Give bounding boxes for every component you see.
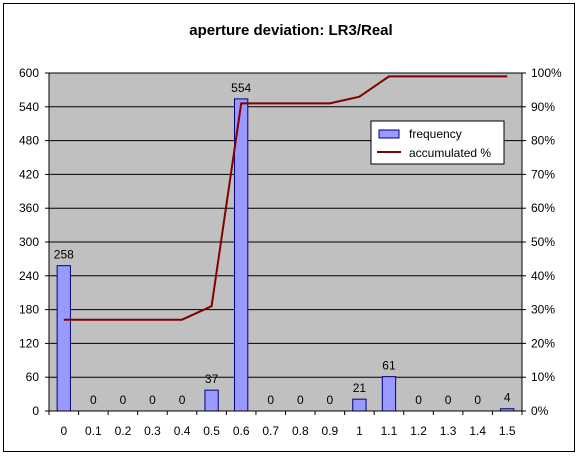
data-label-0.8: 0 [297,393,304,407]
x-axis-ticks: 0 0.1 0.2 0.3 0.4 0.5 0.6 0.7 0.8 0.9 1 1.1 1.2 1.3 1.… [48,411,523,438]
x-tick-label: 0.8 [292,424,309,438]
x-tick-label: 1.3 [440,424,457,438]
data-label-0.2: 0 [120,393,127,407]
gridlines [49,72,522,378]
chart-frame: aperture deviation: LR3/Real 258 0 0 0 0 37 55… [3,3,575,452]
left-axis-ticks: 0 60 120 180 240 300 360 420 480 540 600 [19,66,49,418]
x-tick-label: 0.5 [203,424,220,438]
data-label-0.3: 0 [149,393,156,407]
right-tick-label: 70% [531,167,555,181]
legend: frequency accumulated % [370,120,505,165]
line-series [63,75,508,321]
left-tick-label: 600 [19,66,39,80]
left-tick-label: 0 [32,404,39,418]
bar-1 [352,398,367,412]
left-tick-label: 180 [19,303,39,317]
legend-label-frequency: frequency [409,127,462,141]
right-tick-label: 60% [531,201,555,215]
data-label-1.3: 0 [445,393,452,407]
x-tick-label: 0.6 [233,424,250,438]
data-label-0.1: 0 [90,393,97,407]
x-tick-label: 1 [356,424,363,438]
legend-label-accumulated: accumulated % [409,146,491,160]
left-tick-label: 120 [19,336,39,350]
x-tick-label: 0.7 [262,424,279,438]
data-label-0.7: 0 [267,393,274,407]
left-tick-label: 60 [26,370,40,384]
data-label-1.1: 61 [382,359,396,373]
data-label-0.6: 554 [231,81,251,95]
x-tick-label: 0.4 [174,424,191,438]
x-tick-label: 1.1 [381,424,398,438]
legend-swatch-frequency [378,129,400,139]
chart-svg: aperture deviation: LR3/Real 258 0 0 0 0 37 55… [19,22,562,438]
data-label-1.2: 0 [415,393,422,407]
data-label-0: 258 [54,248,74,262]
x-tick-label: 0.1 [85,424,102,438]
data-label-1.5: 4 [504,391,511,405]
right-tick-label: 100% [531,66,562,80]
bar-data-labels: 258 0 0 0 0 37 554 0 0 0 21 61 0 0 0 4 [54,81,511,407]
right-axis-ticks: 0% 10% 20% 30% 40% 50% 60% 70% 80% 90% 100% [522,66,562,418]
data-label-0.4: 0 [179,393,186,407]
data-label-0.9: 0 [327,393,334,407]
left-tick-label: 240 [19,269,39,283]
left-tick-label: 480 [19,134,39,148]
right-tick-label: 30% [531,303,555,317]
x-tick-label: 1.2 [410,424,427,438]
data-label-1: 21 [353,381,367,395]
right-tick-label: 80% [531,134,555,148]
x-tick-label: 0.9 [322,424,339,438]
left-tick-label: 540 [19,100,39,114]
accumulated-line [63,75,508,321]
right-tick-label: 10% [531,370,555,384]
data-label-1.4: 0 [474,393,481,407]
x-tick-label: 1.4 [469,424,486,438]
right-tick-label: 90% [531,100,555,114]
bar-0 [56,265,71,412]
left-tick-label: 420 [19,167,39,181]
bar-series [56,98,515,412]
x-tick-label: 1.5 [499,424,516,438]
right-tick-label: 40% [531,269,555,283]
bar-1.1 [381,376,397,412]
right-tick-label: 50% [531,235,555,249]
x-tick-label: 0.2 [115,424,132,438]
x-tick-label: 0 [60,424,67,438]
bar-0.5 [204,389,219,412]
chart-title: aperture deviation: LR3/Real [189,22,392,39]
right-tick-label: 20% [531,336,555,350]
left-tick-label: 360 [19,201,39,215]
left-tick-label: 300 [19,235,39,249]
x-tick-label: 0.3 [144,424,161,438]
legend-box [370,120,505,165]
data-label-0.5: 37 [205,372,219,386]
bar-0.6 [234,98,249,412]
right-tick-label: 0% [531,404,549,418]
